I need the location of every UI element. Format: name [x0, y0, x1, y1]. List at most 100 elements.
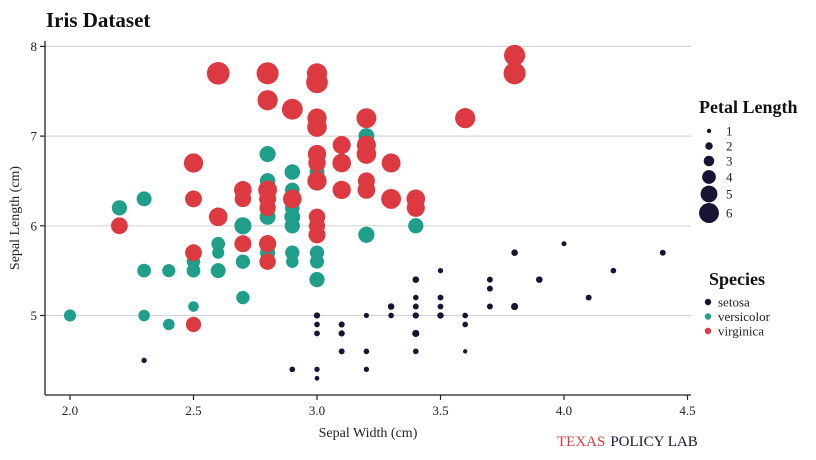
data-point-virginica [356, 108, 377, 129]
data-point-virginica [306, 63, 328, 84]
data-point-virginica [332, 153, 352, 173]
data-point-setosa [511, 249, 518, 256]
data-point-setosa [486, 303, 493, 310]
species-legend-label: virginica [718, 324, 764, 339]
data-point-versicolor [111, 200, 128, 216]
data-point-setosa [536, 276, 542, 283]
data-point-virginica [381, 188, 402, 209]
data-point-versicolor [309, 245, 325, 260]
species-legend-key-versicolor [704, 313, 712, 320]
data-point-versicolor [285, 245, 300, 260]
chart-title: Iris Dataset [46, 8, 150, 32]
data-point-setosa [412, 294, 419, 301]
y-tick-label: 8 [31, 39, 38, 54]
data-point-setosa [363, 312, 369, 319]
data-point-virginica [308, 226, 326, 244]
data-point-versicolor [211, 236, 226, 251]
data-point-virginica [208, 207, 228, 227]
data-point-setosa [141, 357, 147, 364]
data-point-virginica [185, 244, 202, 262]
data-point-virginica [259, 235, 277, 253]
data-point-setosa [363, 348, 370, 355]
data-point-versicolor [284, 164, 301, 180]
source-credit: TEXAS POLICY LAB [557, 434, 698, 450]
data-point-virginica [406, 189, 426, 209]
species-legend-label: setosa [718, 295, 750, 310]
data-point-virginica [332, 180, 351, 200]
data-point-setosa [610, 267, 617, 274]
x-tick-label: 4.5 [679, 403, 695, 418]
data-point-setosa [314, 330, 320, 337]
data-points [63, 44, 666, 381]
species-legend-label: versicolor [718, 309, 771, 324]
data-point-virginica [381, 153, 401, 173]
size-legend-key [705, 142, 713, 150]
data-point-setosa [314, 366, 320, 372]
data-point-virginica [111, 217, 128, 235]
data-point-setosa [437, 294, 444, 301]
data-point-virginica [183, 153, 204, 173]
data-point-setosa [511, 302, 519, 311]
y-axis-ticks: 5 6 7 8 [31, 39, 45, 323]
data-point-setosa [462, 312, 469, 319]
size-legend-label: 5 [726, 187, 733, 202]
series-setosa [141, 241, 666, 381]
data-point-versicolor [136, 191, 152, 207]
data-point-virginica [259, 199, 276, 216]
data-point-versicolor [408, 218, 424, 234]
data-point-virginica [258, 180, 277, 200]
data-point-setosa [561, 241, 567, 247]
data-point-virginica [234, 181, 252, 199]
data-point-setosa [412, 312, 419, 319]
data-point-virginica [185, 190, 202, 208]
y-tick-label: 7 [31, 129, 38, 144]
data-point-setosa [412, 276, 419, 283]
data-point-versicolor [63, 309, 77, 322]
data-point-virginica [356, 135, 376, 155]
size-legend-key [700, 185, 718, 203]
data-point-setosa [437, 312, 444, 319]
data-point-setosa [412, 303, 419, 310]
data-point-virginica [332, 136, 351, 155]
data-point-setosa [338, 321, 345, 328]
data-point-virginica [357, 172, 375, 190]
data-point-setosa [412, 348, 419, 355]
data-point-setosa [387, 303, 395, 310]
x-axis-ticks: 2.0 2.5 3.0 3.5 4.0 4.5 [62, 395, 696, 418]
data-point-setosa [388, 312, 394, 319]
size-legend-label: 6 [726, 206, 733, 221]
data-point-versicolor [309, 271, 325, 288]
data-point-setosa [585, 294, 592, 301]
x-tick-label: 2.0 [62, 403, 78, 418]
data-point-virginica [503, 62, 526, 85]
axes [44, 41, 691, 396]
data-point-setosa [289, 366, 296, 373]
size-legend-title: Petal Length [699, 97, 798, 117]
data-point-setosa [462, 321, 469, 328]
data-point-versicolor [236, 290, 250, 305]
size-legend-label: 1 [726, 124, 733, 139]
data-point-versicolor [234, 217, 252, 235]
data-point-versicolor [138, 309, 150, 322]
source-policy-lab: POLICY LAB [610, 434, 697, 450]
size-legend-label: 3 [726, 154, 733, 169]
species-legend-key-virginica [704, 327, 712, 335]
data-point-versicolor [188, 301, 199, 312]
data-point-virginica [504, 44, 526, 66]
y-tick-label: 6 [31, 218, 38, 233]
data-point-setosa [314, 321, 320, 328]
size-legend-label: 4 [726, 170, 733, 185]
data-point-setosa [659, 249, 666, 256]
data-point-versicolor [137, 263, 151, 278]
x-axis-title: Sepal Width (cm) [319, 426, 418, 441]
data-point-virginica [206, 61, 230, 85]
data-point-versicolor [163, 318, 175, 331]
data-point-setosa [363, 366, 370, 372]
data-point-virginica [282, 189, 302, 209]
data-point-setosa [313, 312, 321, 319]
data-point-setosa [412, 329, 420, 338]
